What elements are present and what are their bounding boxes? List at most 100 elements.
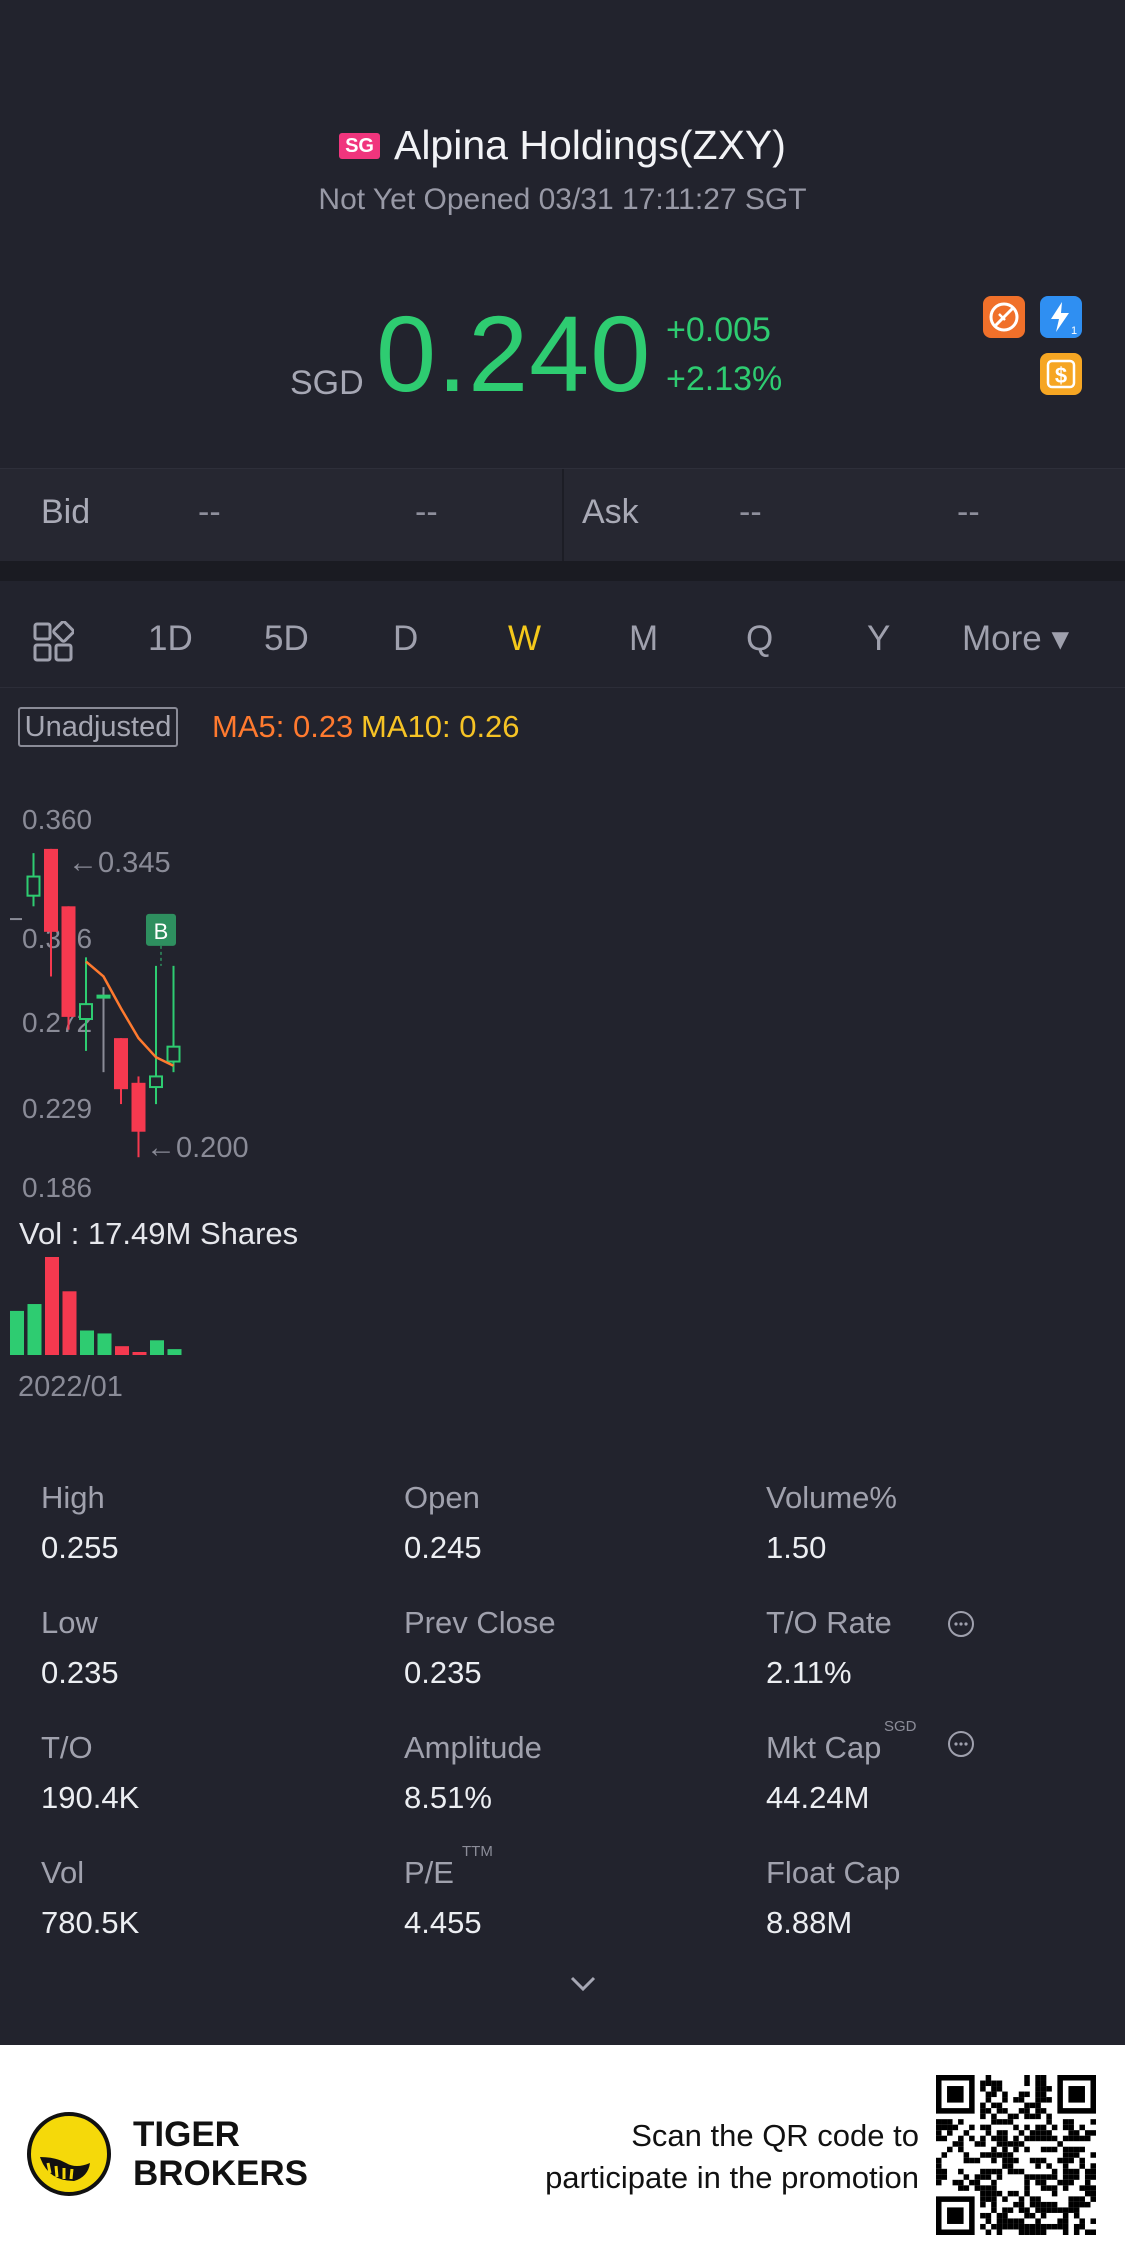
qr-module bbox=[974, 2141, 981, 2147]
qr-module bbox=[1073, 2168, 1080, 2175]
adjust-toggle[interactable]: Unadjusted bbox=[18, 707, 178, 747]
qr-module bbox=[1057, 2207, 1063, 2213]
qr-module bbox=[980, 2190, 986, 2197]
qr-module bbox=[1018, 2091, 1025, 2098]
qr-module bbox=[952, 2141, 959, 2147]
stat-label-volume: Volume% bbox=[766, 1480, 897, 1515]
stat-value-vol: 780.5K bbox=[41, 1905, 140, 1940]
bid-label: Bid bbox=[41, 493, 91, 531]
qr-module bbox=[980, 2152, 986, 2158]
qr-module bbox=[996, 2190, 1003, 2197]
qr-module bbox=[958, 2168, 964, 2175]
qr-module bbox=[1068, 2119, 1074, 2125]
qr-module bbox=[1002, 2212, 1008, 2219]
qr-module bbox=[985, 2218, 992, 2224]
qr-module bbox=[1040, 2146, 1047, 2153]
qr-module bbox=[1040, 2179, 1047, 2186]
qr-module bbox=[947, 2146, 953, 2153]
qr-module bbox=[1084, 2168, 1091, 2175]
tab-more[interactable]: More ▾ bbox=[962, 619, 1070, 658]
qr-module bbox=[1024, 2124, 1030, 2131]
qr-module bbox=[980, 2201, 986, 2208]
promo-footer: TIGER BROKERS Scan the QR code to partic… bbox=[0, 2045, 1125, 2263]
chart-layout-icon[interactable] bbox=[32, 621, 74, 663]
qr-module bbox=[936, 2130, 942, 2136]
qr-module bbox=[1084, 2135, 1091, 2142]
dark-pool-icon[interactable] bbox=[983, 296, 1025, 338]
tab-w[interactable]: W bbox=[508, 619, 542, 658]
qr-module bbox=[985, 2097, 992, 2103]
qr-module bbox=[1040, 2135, 1047, 2142]
tab-m[interactable]: M bbox=[629, 619, 659, 658]
qr-module bbox=[1079, 2201, 1085, 2208]
qr-module bbox=[1090, 2174, 1096, 2180]
qr-module bbox=[1018, 2223, 1025, 2230]
qr-module bbox=[1024, 2174, 1030, 2180]
qr-module bbox=[1035, 2124, 1041, 2131]
qr-module bbox=[991, 2168, 997, 2175]
qr-module bbox=[936, 2157, 942, 2164]
qr-module bbox=[1040, 2108, 1047, 2114]
qr-module bbox=[991, 2119, 997, 2125]
stat-label-high: High bbox=[41, 1480, 105, 1515]
last-price: 0.240 bbox=[376, 293, 652, 414]
candle-body bbox=[61, 906, 76, 1017]
qr-module bbox=[991, 2113, 997, 2120]
qr-module bbox=[1057, 2141, 1063, 2147]
stat-label-t-o-rate: T/O Rate bbox=[766, 1605, 892, 1640]
qr-module bbox=[952, 2179, 959, 2186]
flash-trade-icon[interactable]: 1 bbox=[1040, 296, 1082, 338]
qr-module bbox=[991, 2223, 997, 2230]
qr-module bbox=[1068, 2152, 1074, 2158]
ask-size: -- bbox=[957, 493, 980, 531]
qr-module bbox=[985, 2212, 992, 2219]
qr-module bbox=[1073, 2212, 1080, 2219]
tab-5d[interactable]: 5D bbox=[264, 619, 309, 658]
qr-module bbox=[1002, 2146, 1008, 2153]
qr-module bbox=[980, 2168, 986, 2175]
qr-module bbox=[996, 2141, 1003, 2147]
expand-chevron-icon[interactable] bbox=[566, 1972, 600, 1996]
qr-module bbox=[1073, 2135, 1080, 2142]
qr-module bbox=[1046, 2113, 1052, 2120]
tab-q[interactable]: Q bbox=[746, 619, 774, 658]
qr-module bbox=[1090, 2168, 1096, 2175]
qr-module bbox=[1062, 2135, 1069, 2142]
qr-code[interactable] bbox=[936, 2075, 1096, 2235]
qr-module bbox=[1073, 2223, 1080, 2230]
dollar-icon[interactable]: $ bbox=[1040, 353, 1082, 395]
candlestick-chart[interactable]: B bbox=[0, 790, 300, 1190]
qr-module bbox=[941, 2135, 948, 2142]
qr-module bbox=[1068, 2168, 1074, 2175]
tab-d[interactable]: D bbox=[393, 619, 419, 658]
qr-module bbox=[1035, 2174, 1041, 2180]
qr-module bbox=[1090, 2190, 1096, 2197]
volume-chart[interactable] bbox=[0, 1250, 220, 1360]
info-icon[interactable] bbox=[947, 1610, 975, 1638]
qr-module bbox=[1062, 2157, 1069, 2164]
stat-value-amplitude: 8.51% bbox=[404, 1780, 492, 1815]
qr-module bbox=[1068, 2179, 1074, 2186]
qr-module bbox=[1018, 2196, 1025, 2202]
tab-1d[interactable]: 1D bbox=[148, 619, 193, 658]
stat-value-float-cap: 8.88M bbox=[766, 1905, 853, 1940]
svg-text:1: 1 bbox=[1071, 325, 1077, 337]
qr-module bbox=[1090, 2185, 1096, 2191]
candle-body bbox=[96, 994, 111, 999]
qr-module bbox=[947, 2119, 953, 2125]
qr-module bbox=[1051, 2135, 1058, 2142]
qr-module bbox=[996, 2108, 1003, 2114]
qr-module bbox=[1057, 2157, 1063, 2164]
qr-module bbox=[980, 2212, 986, 2219]
qr-module bbox=[1035, 2196, 1041, 2202]
info-icon[interactable] bbox=[947, 1730, 975, 1758]
candle-body bbox=[79, 1003, 93, 1021]
qr-module bbox=[1024, 2075, 1030, 2081]
tab-y[interactable]: Y bbox=[867, 619, 891, 658]
qr-module bbox=[1040, 2075, 1047, 2081]
qr-module bbox=[1090, 2218, 1096, 2224]
qr-module bbox=[1046, 2119, 1052, 2125]
ma10-label: MA10: 0.26 bbox=[361, 709, 520, 744]
qr-module bbox=[1040, 2174, 1047, 2180]
volume-bar bbox=[45, 1257, 59, 1355]
